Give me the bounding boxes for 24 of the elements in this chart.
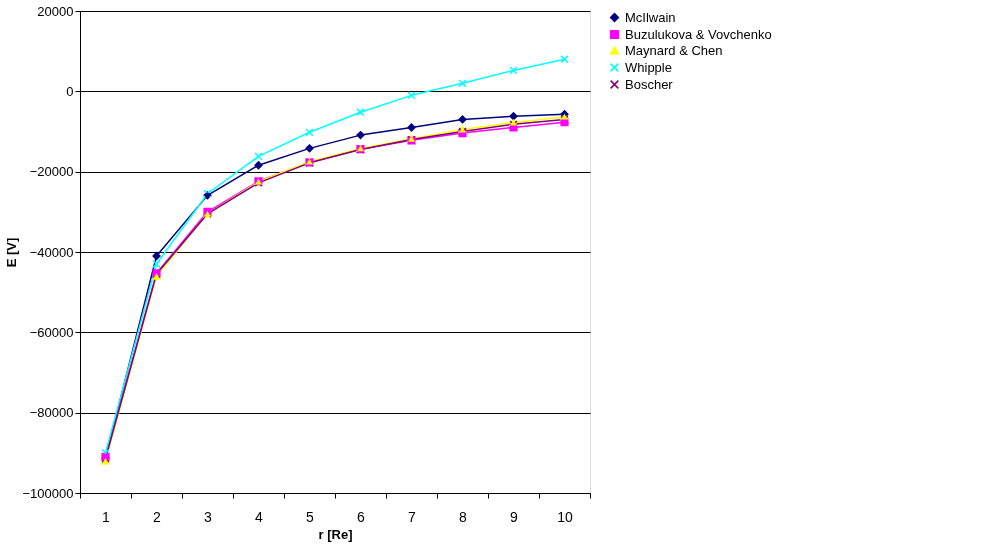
- x-tick-label: 10: [557, 508, 573, 525]
- legend-label: Boscher: [625, 76, 674, 92]
- y-axis-title: E [V]: [3, 237, 19, 268]
- x-axis-title: r [Re]: [318, 526, 353, 542]
- y-tick-label: −60000: [29, 324, 74, 340]
- x-tick-label: 3: [204, 508, 213, 525]
- y-tick-label: −100000: [22, 485, 74, 501]
- x-tick-label: 5: [306, 508, 315, 525]
- legend-label: Buzulukova & Vovchenko: [625, 26, 772, 42]
- y-tick-label: −80000: [29, 405, 74, 421]
- x-tick-label: 6: [357, 508, 366, 525]
- x-tick-label: 9: [510, 508, 519, 525]
- y-tick-label: 20000: [37, 3, 74, 19]
- x-tick-label: 1: [102, 508, 111, 525]
- x-tick-label: 2: [153, 508, 162, 525]
- legend-label: Maynard & Chen: [625, 42, 723, 58]
- y-tick-label: 0: [66, 83, 74, 99]
- x-tick-label: 4: [255, 508, 264, 525]
- y-tick-label: −40000: [29, 244, 74, 260]
- legend-label: McIlwain: [625, 9, 676, 25]
- x-tick-label: 7: [408, 508, 417, 525]
- y-tick-label: −20000: [29, 164, 74, 180]
- legend-label: Whipple: [625, 59, 672, 75]
- x-tick-label: 8: [459, 508, 468, 525]
